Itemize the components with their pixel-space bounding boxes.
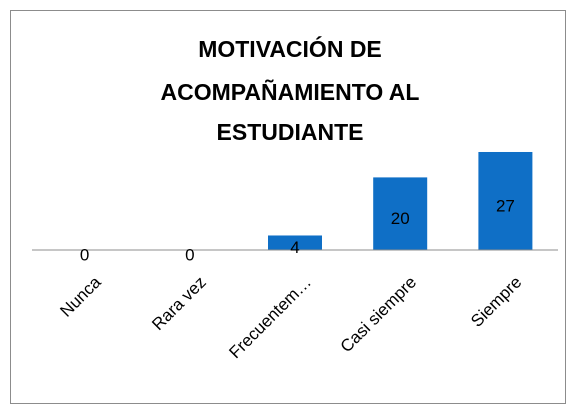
value-label: 27 <box>496 196 515 215</box>
value-label: 0 <box>185 245 194 264</box>
chart-title: ACOMPAÑAMIENTO AL <box>161 78 420 105</box>
value-label: 4 <box>290 238 299 257</box>
chart-frame <box>10 10 566 404</box>
bar <box>373 177 428 250</box>
value-label: 0 <box>80 245 89 264</box>
chart-title: MOTIVACIÓN DE <box>198 35 382 62</box>
bar <box>268 235 322 250</box>
chart-title: ESTUDIANTE <box>217 119 364 145</box>
bar <box>478 151 533 250</box>
value-label: 20 <box>391 209 410 228</box>
